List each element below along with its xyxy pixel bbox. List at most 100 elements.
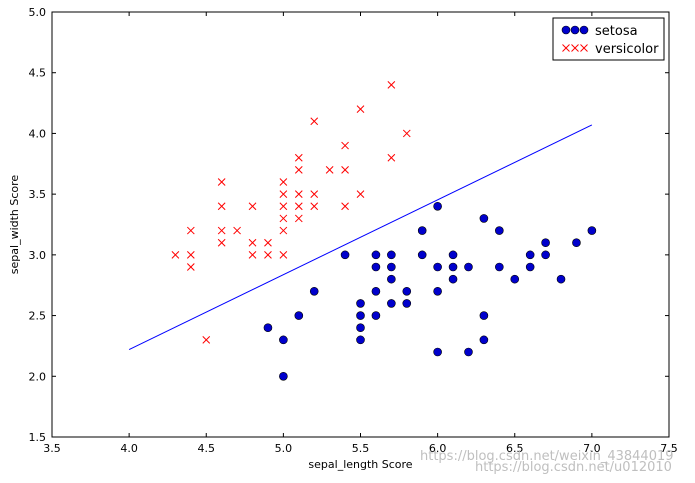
setosa-point [371, 262, 381, 272]
setosa-point [279, 371, 288, 381]
plot-background [52, 12, 669, 437]
setosa-point [263, 323, 273, 333]
legend-label-setosa: setosa [595, 24, 638, 39]
setosa-point [433, 201, 442, 211]
setosa-point [433, 286, 442, 296]
setosa-point [371, 311, 381, 320]
setosa-point [356, 335, 365, 345]
versicolor-point [217, 226, 226, 235]
legend-versicolor-marker [580, 44, 588, 52]
setosa-point [479, 335, 489, 345]
versicolor-point [171, 251, 180, 259]
versicolor-point [217, 178, 226, 186]
versicolor-point [202, 336, 211, 344]
versicolor-point [387, 153, 396, 162]
versicolor-point [294, 190, 303, 198]
setosa-point [402, 286, 412, 296]
y-tick-label: 3.0 [29, 249, 47, 262]
x-tick-label: 7.0 [583, 442, 601, 455]
x-tick-label: 4.5 [198, 442, 216, 455]
setosa-point [495, 262, 504, 272]
setosa-point [340, 250, 350, 260]
legend-versicolor-markers [562, 44, 588, 52]
versicolor-point [294, 214, 303, 223]
watermark-url-1: https://blog.csdn.net/weixin_43844019 [420, 449, 674, 464]
legend-setosa-markers [561, 25, 589, 35]
setosa-point [525, 262, 535, 272]
y-tick-label: 5.0 [29, 6, 47, 19]
setosa-point [448, 274, 458, 284]
setosa-point [279, 335, 288, 345]
setosa-point [479, 214, 489, 223]
versicolor-point [356, 190, 365, 198]
setosa-point [402, 299, 412, 308]
setosa-point [417, 226, 427, 235]
x-tick-label: 7.5 [660, 442, 678, 455]
legend-versicolor-marker [571, 44, 579, 52]
versicolor-point [264, 238, 272, 247]
versicolor-point [279, 251, 288, 259]
watermark-url-2: https://blog.csdn.net/u012010 [475, 460, 672, 475]
legend-label-versicolor: versicolor [595, 42, 659, 57]
x-tick-label: 6.0 [429, 442, 447, 455]
setosa-point [294, 311, 304, 320]
versicolor-point [217, 202, 226, 211]
setosa-point [417, 250, 427, 260]
versicolor-point [341, 141, 349, 150]
y-tick-label: 1.5 [29, 431, 47, 444]
versicolor-point [279, 214, 288, 223]
versicolor-point [279, 202, 288, 211]
y-tick-label: 4.5 [29, 67, 47, 80]
x-tick-label: 6.5 [506, 442, 524, 455]
versicolor-point [294, 153, 303, 162]
versicolor-point [341, 166, 349, 174]
setosa-point [541, 250, 550, 260]
versicolor-point [341, 202, 349, 211]
versicolor-point [387, 81, 396, 89]
setosa-point [541, 238, 550, 248]
legend-setosa-marker [561, 25, 571, 35]
setosa-point [433, 347, 442, 357]
versicolor-point [279, 178, 288, 186]
x-axis-label: sepal_length Score [308, 458, 412, 471]
setosa-point [387, 250, 396, 260]
y-tick-label: 2.0 [29, 370, 47, 383]
setosa-point [356, 299, 365, 308]
setosa-point [448, 262, 458, 272]
decision-boundary [128, 124, 593, 351]
legend-setosa-marker [570, 25, 580, 35]
setosa-point [572, 238, 581, 248]
decision-boundary-line [128, 124, 593, 351]
versicolor-point [186, 226, 195, 235]
setosa-point [448, 250, 458, 260]
setosa-point [495, 226, 504, 235]
setosa-point [525, 250, 535, 260]
versicolor-point [248, 202, 257, 211]
setosa-point [387, 299, 396, 308]
x-tick-label: 5.5 [352, 442, 370, 455]
versicolor-point [310, 202, 319, 211]
y-axis-label: sepal_width Score [8, 175, 21, 275]
setosa-point [387, 274, 396, 284]
versicolor-point [217, 238, 226, 247]
x-axis-ticks: 3.5 4.0 4.5 5.0 5.5 6.0 6.5 7.0 7.5 [43, 12, 678, 455]
versicolor-point [294, 166, 303, 174]
legend-versicolor-marker [562, 44, 570, 52]
versicolor-point [186, 263, 195, 271]
versicolor-point [279, 190, 288, 198]
setosa-point [464, 262, 473, 272]
versicolor-series [171, 81, 411, 344]
versicolor-point [356, 105, 365, 113]
y-tick-label: 3.5 [29, 188, 47, 201]
versicolor-point [264, 251, 272, 259]
x-tick-label: 5.0 [275, 442, 293, 455]
versicolor-point [310, 117, 319, 126]
legend: setosa versicolor [552, 17, 665, 61]
versicolor-point [294, 202, 303, 211]
plot-frame [51, 11, 670, 438]
setosa-point [587, 226, 597, 235]
versicolor-point [248, 238, 257, 247]
versicolor-point [279, 226, 288, 235]
versicolor-point [186, 251, 195, 259]
